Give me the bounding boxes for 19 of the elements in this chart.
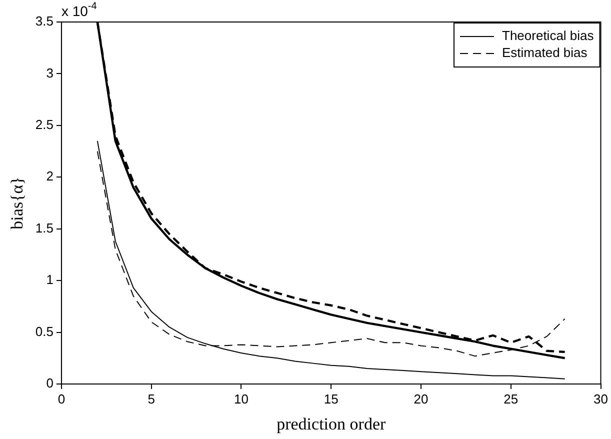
x-tick-label: 20	[414, 391, 428, 406]
y-tick-label: 0	[46, 376, 54, 391]
legend-label: Estimated bias	[502, 45, 588, 60]
y-axis-title: bias{α}	[8, 176, 27, 230]
x-tick-label: 25	[504, 391, 518, 406]
legend-label: Theoretical bias	[502, 28, 594, 44]
y-tick-label: 3	[46, 65, 54, 80]
y-tick-label: 2.5	[35, 117, 54, 132]
x-tick-label: 10	[234, 391, 248, 406]
x-tick-label: 0	[58, 391, 66, 406]
y-tick-label: 1	[46, 272, 54, 288]
x-tick-label: 15	[324, 391, 338, 406]
y-tick-label: 0.5	[35, 324, 54, 339]
y-tick-label: 2	[46, 168, 54, 184]
x-tick-label: 5	[148, 391, 155, 406]
x-tick-label: 30	[594, 391, 608, 406]
y-tick-label: 3.5	[35, 14, 54, 29]
x-axis-title: prediction order	[276, 414, 386, 434]
y-tick-label: 1.5	[35, 220, 54, 236]
